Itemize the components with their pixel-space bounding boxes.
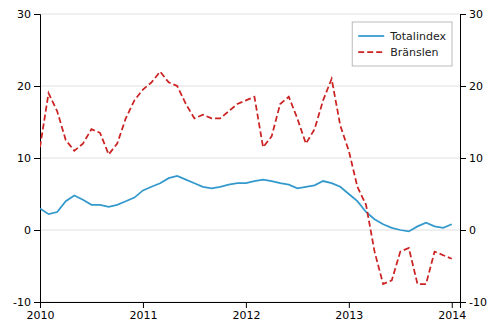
lines xyxy=(40,72,452,284)
grid-line xyxy=(40,158,460,159)
y2-axis: -10 0 10 20 30 xyxy=(460,8,487,309)
tick-mark xyxy=(460,14,466,15)
tick-mark xyxy=(452,302,453,308)
legend-swatch xyxy=(358,51,384,53)
plot: 20102011201220132014-100102030-100102030… xyxy=(13,8,487,322)
tick: 20 xyxy=(17,80,40,93)
tick-label: 20 xyxy=(469,80,483,93)
grid xyxy=(40,14,460,302)
tick-label: 30 xyxy=(17,8,31,21)
legend-label: Bränslen xyxy=(390,46,438,59)
x-axis: 2010 2011 2012 2013 2014 xyxy=(27,302,467,322)
tick-label: 20 xyxy=(17,80,31,93)
tick-label: 2014 xyxy=(438,309,466,322)
tick-mark xyxy=(34,158,40,159)
tick-label: -10 xyxy=(13,296,31,309)
tick: 30 xyxy=(17,8,40,21)
series-line xyxy=(40,176,452,231)
tick-mark xyxy=(34,302,40,303)
tick: -10 xyxy=(13,296,40,309)
tick-mark xyxy=(460,158,466,159)
legend-entry: Totalindex xyxy=(358,30,446,43)
tick-label: -10 xyxy=(469,296,487,309)
tick-mark xyxy=(349,302,350,308)
legend: Totalindex Bränslen xyxy=(352,22,452,66)
tick: 0 xyxy=(24,224,40,237)
legend-entry: Bränslen xyxy=(358,46,438,59)
tick: 2014 xyxy=(438,302,466,322)
tick: 2012 xyxy=(232,302,260,322)
tick-label: 10 xyxy=(17,152,31,165)
tick-label: 0 xyxy=(24,224,31,237)
tick: 2013 xyxy=(335,302,363,322)
legend-label: Totalindex xyxy=(389,30,446,43)
chart: 20102011201220132014-100102030-100102030… xyxy=(0,0,500,330)
tick-mark xyxy=(460,230,466,231)
tick: 2011 xyxy=(129,302,157,322)
tick-label: 2013 xyxy=(335,309,363,322)
tick: 10 xyxy=(460,152,483,165)
tick: 10 xyxy=(17,152,40,165)
tick-mark xyxy=(34,14,40,15)
grid-line xyxy=(40,14,460,15)
grid-line xyxy=(40,86,460,87)
tick-label: 2012 xyxy=(232,309,260,322)
tick-label: 2011 xyxy=(129,309,157,322)
tick: -10 xyxy=(460,296,487,309)
tick-label: 10 xyxy=(469,152,483,165)
tick-label: 2010 xyxy=(27,309,55,322)
axis-line xyxy=(461,15,467,303)
tick-mark xyxy=(246,302,247,308)
tick-label: 0 xyxy=(469,224,476,237)
legend-box xyxy=(352,22,452,66)
tick-mark xyxy=(460,86,466,87)
tick: 20 xyxy=(460,80,483,93)
tick-label: 30 xyxy=(469,8,483,21)
y-axis: -10 0 10 20 30 xyxy=(13,8,40,309)
series-line xyxy=(40,72,452,284)
tick-mark xyxy=(143,302,144,308)
tick-mark xyxy=(460,302,466,303)
legend-swatch xyxy=(358,35,384,37)
axis-line xyxy=(34,15,41,303)
tick-mark xyxy=(34,230,40,231)
tick-mark xyxy=(34,86,40,87)
axis-line xyxy=(41,303,461,309)
tick: 30 xyxy=(460,8,483,21)
tick: 0 xyxy=(460,224,476,237)
